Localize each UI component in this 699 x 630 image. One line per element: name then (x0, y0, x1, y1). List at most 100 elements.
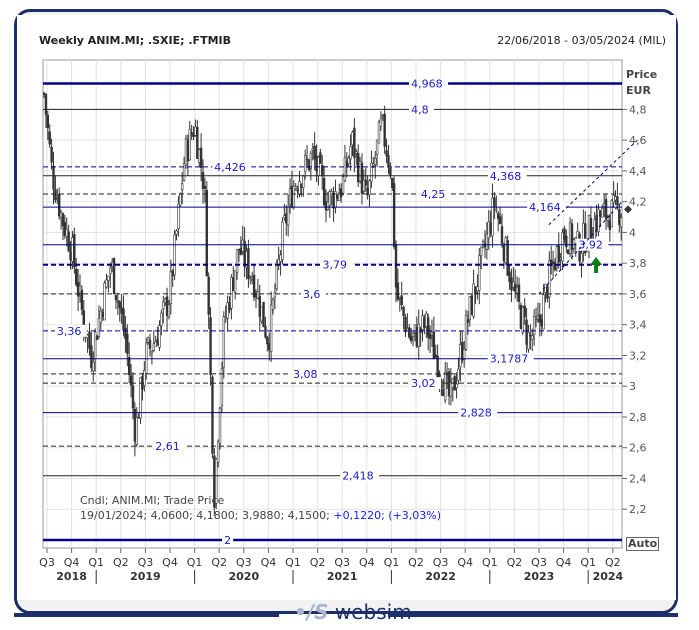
candle-body (135, 417, 138, 445)
x-tick-label: Q2 (211, 556, 227, 569)
candle-body (491, 197, 494, 237)
candle-body (362, 179, 366, 192)
candle-body (400, 295, 403, 305)
x-tick-label: Q1 (580, 556, 596, 569)
candle-body (483, 243, 487, 248)
candle-body (614, 196, 617, 201)
x-tick-label: Q2 (408, 556, 424, 569)
candle-body (402, 306, 405, 317)
y-tick-label: 3,6 (629, 288, 647, 301)
candle-body (601, 208, 604, 218)
candle-body (551, 261, 555, 264)
candle-body (175, 230, 178, 235)
candle-body (271, 299, 275, 310)
level-label-bg (458, 406, 498, 419)
x-tick-label: Q1 (482, 556, 498, 569)
candle-body (568, 222, 572, 255)
y-tick-label: 3 (629, 380, 636, 393)
candle-body (559, 257, 562, 260)
x-tick-label: Q3 (531, 556, 547, 569)
year-label: 2024 (593, 570, 624, 583)
candle-body (59, 211, 63, 218)
level-label: 4,426 (214, 161, 246, 174)
candle-body (198, 149, 201, 163)
candle-body (606, 216, 610, 221)
candles (42, 91, 623, 516)
candle-body (194, 126, 197, 136)
candle-body (262, 301, 265, 328)
candle-body (222, 316, 226, 368)
candle-body (462, 348, 466, 360)
candle-body (179, 193, 182, 206)
x-tick-label: Q2 (605, 556, 621, 569)
x-tick-label: Q1 (187, 556, 203, 569)
candle-body (290, 185, 294, 207)
candle-body (442, 389, 445, 397)
candle-body (237, 248, 241, 251)
candle-body (415, 326, 419, 347)
candle-body (268, 343, 271, 351)
candle-body (565, 235, 568, 248)
candle-body (326, 201, 330, 210)
candle-body (339, 188, 343, 197)
candle-body (235, 249, 239, 273)
candle-body (584, 223, 587, 254)
candle-body (580, 253, 583, 264)
x-tick-label: Q1 (285, 556, 301, 569)
date-range: 22/06/2018 - 03/05/2024 (MIL) (497, 34, 666, 47)
candle-body (411, 332, 415, 338)
level-label-bg (340, 469, 380, 482)
year-label: 2020 (228, 570, 259, 583)
y-tick-label: 3,4 (629, 319, 647, 332)
candle-body (116, 300, 120, 303)
candle-body (211, 376, 214, 454)
candle-body (260, 306, 263, 322)
candle-body (216, 441, 220, 463)
level-label: 2,418 (342, 470, 374, 483)
candle-body (201, 172, 205, 189)
candle-body (419, 327, 422, 333)
candle-body (608, 220, 612, 230)
candle-body (146, 337, 150, 343)
candle-body (78, 285, 82, 294)
candle-body (381, 114, 384, 117)
candle-body (512, 281, 515, 288)
legend-line2: 19/01/2024; 4,0600; 4,1800; 3,9880; 4,15… (80, 509, 441, 522)
level-label-bg (576, 238, 609, 251)
candle-body (252, 274, 256, 298)
candle-body (436, 356, 439, 379)
candle-body (88, 331, 91, 349)
y-tick-label: 3,2 (629, 349, 647, 362)
level-label-bg (212, 160, 252, 173)
candle-body (188, 128, 191, 161)
level-label: 2,61 (155, 440, 180, 453)
candle-body (224, 317, 227, 320)
candle-body (180, 183, 184, 191)
candle-body (527, 332, 530, 350)
candle-body (307, 159, 311, 171)
candle-body (546, 286, 549, 299)
change-value: +0,1220; (+3,03%) (333, 509, 442, 522)
candle-body (154, 341, 157, 347)
candle-body (563, 228, 566, 240)
candle-body (184, 138, 188, 166)
level-label: 3,1787 (490, 353, 529, 366)
candle-body (345, 160, 349, 168)
candle-body (315, 155, 318, 172)
currency-label: EUR (626, 84, 651, 97)
auto-scale-button[interactable]: Auto (626, 537, 660, 551)
candle-body (489, 222, 492, 234)
candle-body (302, 175, 305, 188)
candle-body (567, 249, 570, 255)
candle-body (69, 251, 72, 261)
x-tick-label: Q2 (310, 556, 326, 569)
candle-body (42, 93, 46, 95)
candle-body (44, 93, 48, 115)
level-label-bg (54, 324, 87, 337)
level-label-bg (300, 287, 326, 300)
candle-body (360, 162, 364, 194)
candle-body (75, 269, 78, 285)
candle-body (602, 203, 606, 208)
candle-body (162, 301, 165, 310)
